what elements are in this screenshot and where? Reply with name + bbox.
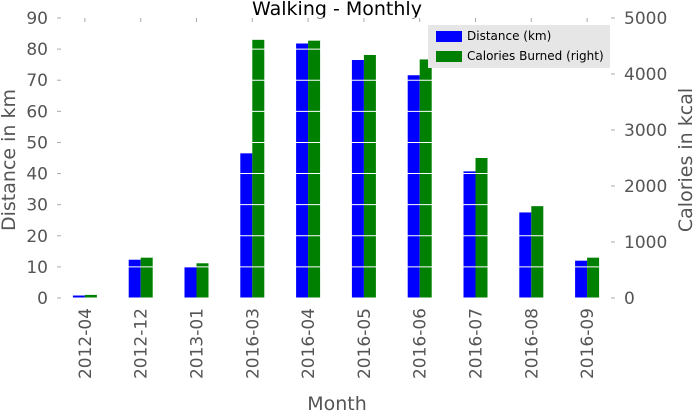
x-tick-label: 2012-04 [76, 308, 96, 379]
bar-distance-2016-06 [407, 75, 420, 298]
bar-calories-2013-01 [196, 263, 209, 298]
legend-swatch-calories [436, 51, 462, 62]
y-tick-label: 60 [26, 102, 48, 122]
y2-tick-label: 4000 [624, 65, 667, 85]
y-tick-label: 0 [37, 289, 48, 309]
bar-calories-2016-07 [475, 158, 488, 298]
legend-label-calories: Calories Burned (right) [467, 49, 604, 63]
right-axis-ticks: 0 1000 2000 3000 4000 5000 [611, 9, 667, 309]
legend-label-distance: Distance (km) [467, 29, 551, 43]
bar-calories-2012-04 [84, 294, 97, 298]
bar-calories-2016-09 [587, 257, 600, 298]
y2-tick-label: 3000 [624, 121, 667, 141]
bar-distance-2012-12 [128, 259, 141, 298]
x-tick-label: 2012-12 [132, 308, 152, 379]
y2-axis-label: Calories in kcal [675, 88, 697, 232]
bars-layer [72, 39, 600, 299]
bar-calories-2016-05 [363, 54, 376, 299]
y2-tick-label: 5000 [624, 9, 667, 29]
bar-calories-2012-12 [140, 257, 153, 298]
y-tick-label: 20 [26, 227, 48, 247]
y-tick-label: 40 [26, 165, 48, 185]
x-tick-label: 2016-09 [578, 308, 598, 379]
bar-calories-2016-04 [308, 40, 321, 299]
y-tick-label: 30 [26, 196, 48, 216]
y-tick-label: 50 [26, 133, 48, 153]
chart-title: Walking - Monthly [252, 0, 422, 20]
x-tick-label: 2016-07 [467, 308, 487, 379]
legend-swatch-distance [436, 31, 462, 42]
bar-distance-2016-07 [463, 171, 476, 298]
y2-tick-label: 0 [624, 289, 635, 309]
y2-tick-label: 2000 [624, 177, 667, 197]
y-tick-label: 70 [26, 71, 48, 91]
grid-layer [57, 17, 615, 299]
x-axis-label: Month [307, 393, 367, 414]
bar-distance-2016-05 [351, 60, 364, 298]
y2-tick-label: 1000 [624, 233, 667, 253]
bar-calories-2016-08 [531, 206, 544, 298]
x-tick-label: 2016-05 [355, 308, 375, 379]
bar-distance-2016-08 [519, 212, 532, 298]
bar-distance-2012-04 [72, 295, 85, 298]
x-tick-label: 2016-08 [522, 308, 542, 379]
legend: Distance (km) Calories Burned (right) [428, 25, 610, 68]
y-tick-label: 80 [26, 40, 48, 60]
bar-distance-2016-09 [575, 260, 588, 298]
x-tick-label: 2016-06 [411, 308, 431, 379]
x-axis-ticks: 2012-04 2012-12 2013-01 2016-03 2016-04 2016-… [76, 18, 598, 379]
x-tick-label: 2016-03 [243, 308, 263, 379]
y-tick-label: 10 [26, 258, 48, 278]
x-tick-label: 2016-04 [299, 308, 319, 379]
left-axis-ticks: 0 10 20 30 40 50 60 70 80 90 [26, 9, 61, 309]
x-tick-label: 2013-01 [188, 308, 208, 379]
y-axis-label: Distance in km [0, 89, 20, 231]
bar-calories-2016-06 [419, 59, 432, 298]
y-tick-label: 90 [26, 9, 48, 29]
bar-distance-2016-03 [240, 153, 253, 298]
bar-distance-2016-04 [296, 43, 309, 299]
bar-calories-2016-03 [252, 39, 265, 299]
bar-distance-2013-01 [184, 266, 197, 298]
